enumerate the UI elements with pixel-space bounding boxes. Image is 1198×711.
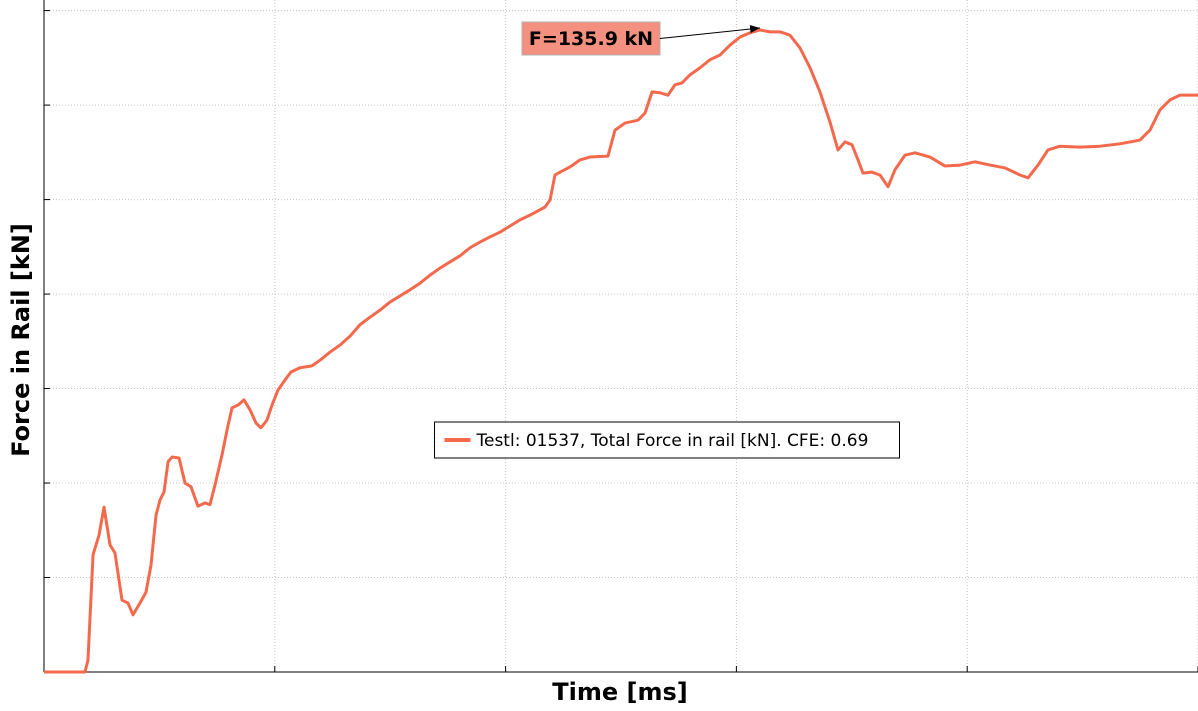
annotation-text: F=135.9 kN (529, 28, 653, 50)
y-axis-label: Force in Rail [kN] (7, 223, 35, 457)
annotation-arrow (659, 25, 761, 39)
annotation-box (521, 21, 661, 56)
legend-box (434, 421, 900, 459)
data-line (44, 28, 1198, 674)
annotation: F=135.9 kN (521, 21, 761, 56)
legend-label: Testl: 01537, Total Force in rail [kN]. … (476, 431, 869, 451)
legend: Testl: 01537, Total Force in rail [kN]. … (434, 421, 900, 459)
x-axis-label: Time [ms] (552, 678, 687, 706)
